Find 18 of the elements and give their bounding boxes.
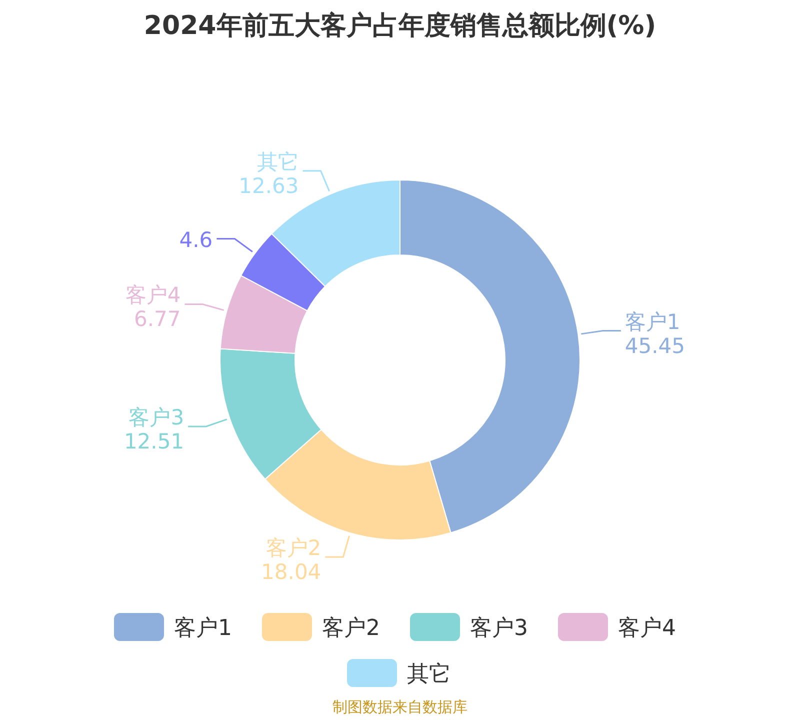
data-label: 12.63 (238, 174, 299, 198)
slice-label: 客户4 (125, 283, 181, 308)
data-label: 6.77 (134, 307, 181, 332)
slice-label: 客户2 (266, 536, 322, 560)
legend-label: 客户1 (174, 616, 232, 641)
legend-label: 其它 (407, 662, 451, 687)
chart-title: 2024年前五大客户占年度销售总额比例(%) (144, 11, 656, 41)
text: 制图数据来自数据库 (332, 698, 468, 716)
slice-label: 客户3 (128, 405, 184, 430)
data-label: 12.51 (124, 429, 184, 454)
data-label: 45.45 (624, 334, 686, 358)
legend-label: 客户2 (322, 616, 380, 641)
legend-label: 客户4 (618, 616, 676, 641)
data-label: 18.04 (261, 560, 322, 584)
slice-label: 其它 (256, 150, 299, 174)
slice-label: 客户1 (624, 310, 680, 334)
legend-label: 客户3 (470, 616, 528, 641)
data-label: 4.6 (179, 228, 213, 252)
